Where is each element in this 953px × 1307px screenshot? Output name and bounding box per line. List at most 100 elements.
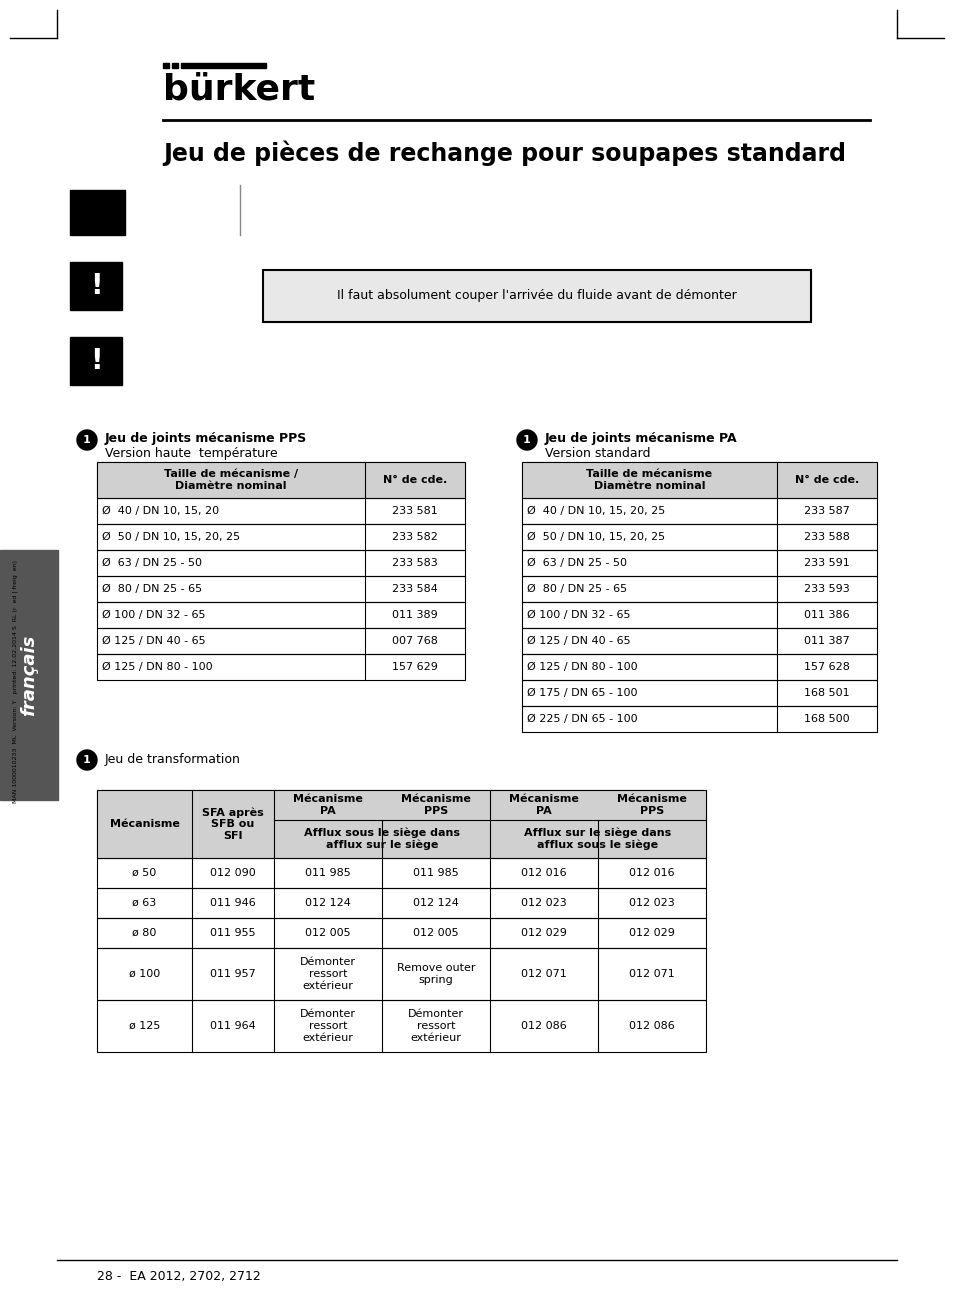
Bar: [97, 576, 464, 603]
Text: 168 501: 168 501: [803, 687, 849, 698]
Bar: [521, 627, 876, 654]
Text: Mécanisme
PA: Mécanisme PA: [509, 795, 578, 816]
Text: 012 071: 012 071: [628, 968, 674, 979]
Text: français: français: [20, 634, 38, 716]
Text: Mécanisme
PPS: Mécanisme PPS: [617, 795, 686, 816]
Bar: [521, 524, 876, 550]
Text: 233 584: 233 584: [392, 584, 437, 593]
Text: Jeu de joints mécanisme PA: Jeu de joints mécanisme PA: [544, 433, 737, 444]
Text: 28 -  EA 2012, 2702, 2712: 28 - EA 2012, 2702, 2712: [97, 1270, 260, 1283]
Text: Démonter
ressort
extérieur: Démonter ressort extérieur: [299, 1009, 355, 1043]
Text: 233 581: 233 581: [392, 506, 437, 516]
Text: 1: 1: [522, 435, 530, 444]
Bar: [263, 271, 810, 322]
Text: Ø  80 / DN 25 - 65: Ø 80 / DN 25 - 65: [102, 584, 202, 593]
Text: Mécanisme: Mécanisme: [110, 819, 179, 829]
Text: 233 588: 233 588: [803, 532, 849, 542]
Bar: [97, 498, 464, 524]
Text: Version haute  température: Version haute température: [105, 447, 277, 460]
Text: 233 593: 233 593: [803, 584, 849, 593]
Bar: [97, 627, 464, 654]
Text: 233 587: 233 587: [803, 506, 849, 516]
Text: Ø 225 / DN 65 - 100: Ø 225 / DN 65 - 100: [526, 714, 637, 724]
Text: 011 985: 011 985: [413, 868, 458, 878]
Text: 012 005: 012 005: [413, 928, 458, 938]
Text: SFA après
SFB ou
SFI: SFA après SFB ou SFI: [202, 808, 264, 840]
Text: Ø 175 / DN 65 - 100: Ø 175 / DN 65 - 100: [526, 687, 637, 698]
Bar: [97, 857, 705, 887]
Text: 011 946: 011 946: [210, 898, 255, 908]
Text: 011 389: 011 389: [392, 610, 437, 620]
Bar: [97, 948, 705, 1000]
Text: 011 985: 011 985: [305, 868, 351, 878]
Text: 007 768: 007 768: [392, 637, 437, 646]
Text: !: !: [90, 346, 102, 375]
Bar: [97, 887, 705, 918]
Text: Jeu de transformation: Jeu de transformation: [105, 753, 240, 766]
Bar: [521, 576, 876, 603]
Bar: [70, 190, 125, 235]
Bar: [0, 550, 58, 800]
Text: 012 029: 012 029: [520, 928, 566, 938]
Text: 012 023: 012 023: [628, 898, 674, 908]
Text: Jeu de pièces de rechange pour soupapes standard: Jeu de pièces de rechange pour soupapes …: [163, 140, 845, 166]
Bar: [70, 337, 122, 386]
Text: Ø  40 / DN 10, 15, 20, 25: Ø 40 / DN 10, 15, 20, 25: [526, 506, 664, 516]
Text: Ø 125 / DN 40 - 65: Ø 125 / DN 40 - 65: [102, 637, 206, 646]
Text: N° de cde.: N° de cde.: [382, 474, 447, 485]
Bar: [97, 1000, 705, 1052]
Circle shape: [77, 750, 97, 770]
Text: 011 386: 011 386: [803, 610, 849, 620]
Text: Démonter
ressort
extérieur: Démonter ressort extérieur: [408, 1009, 463, 1043]
Text: Ø  63 / DN 25 - 50: Ø 63 / DN 25 - 50: [526, 558, 626, 569]
Text: ø 63: ø 63: [132, 898, 156, 908]
Text: 157 628: 157 628: [803, 663, 849, 672]
Text: Ø 100 / DN 32 - 65: Ø 100 / DN 32 - 65: [102, 610, 205, 620]
Text: ø 50: ø 50: [132, 868, 156, 878]
Text: 157 629: 157 629: [392, 663, 437, 672]
Text: Ø  63 / DN 25 - 50: Ø 63 / DN 25 - 50: [102, 558, 202, 569]
Bar: [97, 461, 464, 498]
Bar: [521, 680, 876, 706]
Text: ø 125: ø 125: [129, 1021, 160, 1031]
Bar: [521, 680, 876, 706]
Text: 012 086: 012 086: [628, 1021, 674, 1031]
Bar: [263, 271, 810, 322]
Text: ø 80: ø 80: [132, 928, 156, 938]
Bar: [521, 603, 876, 627]
Text: Ø  50 / DN 10, 15, 20, 25: Ø 50 / DN 10, 15, 20, 25: [102, 532, 240, 542]
Text: N° de cde.: N° de cde.: [794, 474, 859, 485]
Text: 012 090: 012 090: [210, 868, 255, 878]
Text: Remove outer
spring: Remove outer spring: [396, 963, 475, 984]
Bar: [97, 461, 464, 498]
Bar: [521, 498, 876, 524]
Bar: [163, 63, 169, 68]
Bar: [97, 550, 464, 576]
Text: Il faut absolument couper l'arrivée du fluide avant de démonter: Il faut absolument couper l'arrivée du f…: [336, 289, 736, 302]
Bar: [521, 498, 876, 524]
Bar: [521, 654, 876, 680]
Bar: [521, 461, 876, 498]
Bar: [97, 1000, 705, 1052]
Bar: [521, 550, 876, 576]
Bar: [521, 627, 876, 654]
Text: Taille de mécanisme /
Diamètre nominal: Taille de mécanisme / Diamètre nominal: [164, 469, 297, 491]
Bar: [97, 576, 464, 603]
Text: 012 124: 012 124: [413, 898, 458, 908]
Text: 012 071: 012 071: [520, 968, 566, 979]
Text: Ø 125 / DN 80 - 100: Ø 125 / DN 80 - 100: [526, 663, 637, 672]
Text: Ø  50 / DN 10, 15, 20, 25: Ø 50 / DN 10, 15, 20, 25: [526, 532, 664, 542]
Bar: [521, 706, 876, 732]
Text: 012 029: 012 029: [628, 928, 674, 938]
Bar: [97, 918, 705, 948]
Bar: [181, 63, 266, 68]
Bar: [97, 887, 705, 918]
Bar: [172, 63, 178, 68]
Text: Ø  80 / DN 25 - 65: Ø 80 / DN 25 - 65: [526, 584, 626, 593]
Text: 1: 1: [83, 755, 91, 765]
Bar: [97, 550, 464, 576]
Bar: [97, 603, 464, 627]
Text: 012 016: 012 016: [629, 868, 674, 878]
Bar: [521, 576, 876, 603]
Bar: [521, 654, 876, 680]
